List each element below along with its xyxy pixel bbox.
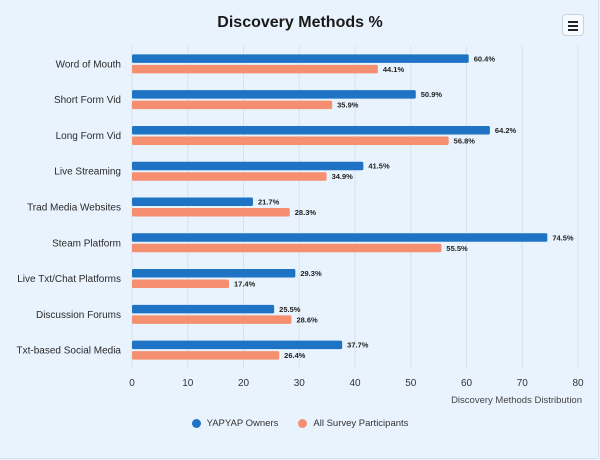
category-label: Steam Platform — [52, 238, 121, 249]
x-tick-label: 60 — [461, 378, 473, 389]
category-label: Short Form Vid — [54, 95, 121, 106]
data-label-series-0: 64.2% — [495, 126, 517, 135]
bar-series-1 — [132, 208, 290, 217]
bar-series-1 — [132, 172, 327, 181]
legend-label-series-1: All Survey Participants — [313, 418, 409, 429]
bar-series-0 — [132, 90, 416, 99]
data-label-series-1: 28.3% — [295, 208, 317, 217]
x-tick-label: 70 — [517, 378, 529, 389]
x-tick-label: 10 — [182, 378, 194, 389]
data-label-series-1: 34.9% — [332, 172, 354, 181]
x-tick-label: 20 — [238, 378, 250, 389]
data-label-series-1: 17.4% — [234, 280, 256, 289]
bar-series-1 — [132, 279, 230, 289]
data-label-series-0: 74.5% — [552, 233, 574, 242]
legend-marker-series-1 — [298, 419, 308, 428]
bar-series-1 — [132, 315, 292, 324]
data-label-series-1: 26.4% — [284, 351, 306, 360]
data-label-series-1: 28.6% — [296, 315, 318, 324]
bar-series-1 — [132, 100, 333, 110]
data-label-series-0: 60.4% — [474, 54, 496, 63]
chart-title: Discovery Methods % — [217, 14, 383, 31]
bar-series-1 — [132, 136, 449, 145]
x-axis-title: Discovery Methods Distribution — [451, 395, 582, 406]
data-label-series-0: 50.9% — [421, 90, 443, 99]
category-label: Word of Mouth — [56, 59, 121, 70]
bar-series-0 — [132, 269, 296, 278]
bar-series-0 — [132, 54, 469, 63]
hamburger-menu-icon[interactable] — [562, 14, 584, 36]
data-label-series-1: 56.8% — [454, 136, 476, 145]
data-label-series-1: 35.9% — [337, 101, 359, 110]
legend-item-all-survey-participants[interactable]: All Survey Participants — [298, 418, 408, 429]
bar-series-1 — [132, 64, 378, 74]
legend-label-series-0: YAPYAP Owners — [206, 418, 279, 429]
data-label-series-0: 29.3% — [300, 269, 322, 278]
data-label-series-0: 25.5% — [279, 305, 301, 314]
legend: YAPYAP Owners All Survey Participants — [0, 418, 600, 429]
data-label-series-0: 37.7% — [347, 341, 369, 350]
x-tick-label: 80 — [572, 378, 584, 389]
legend-marker-series-0 — [191, 419, 201, 428]
legend-item-yapyap-owners[interactable]: YAPYAP Owners — [191, 418, 279, 429]
category-label: Live Txt/Chat Platforms — [17, 274, 121, 285]
bar-series-0 — [132, 197, 253, 206]
data-label-series-1: 55.5% — [446, 244, 468, 253]
category-label: Txt-based Social Media — [17, 346, 122, 357]
bar-series-0 — [132, 304, 275, 314]
bar-series-0 — [132, 233, 548, 242]
data-label-series-0: 41.5% — [368, 162, 390, 171]
bar-series-0 — [132, 125, 490, 135]
data-label-series-0: 21.7% — [258, 198, 280, 207]
category-label: Trad Media Websites — [27, 203, 121, 214]
x-tick-label: 50 — [405, 378, 417, 389]
x-tick-label: 30 — [294, 378, 306, 389]
x-tick-label: 0 — [129, 378, 135, 389]
bar-series-1 — [132, 351, 280, 360]
bar-series-0 — [132, 340, 343, 350]
bar-chart: 0 10 20 30 40 50 60 70 80 Discovery Methods Distr… — [17, 46, 584, 406]
bar-series-0 — [132, 161, 364, 171]
category-label: Discussion Forums — [36, 310, 121, 321]
category-label: Live Streaming — [54, 167, 121, 178]
data-label-series-1: 44.1% — [383, 65, 405, 74]
category-label: Long Form Vid — [56, 131, 121, 142]
x-tick-label: 40 — [349, 378, 361, 389]
bar-series-1 — [132, 243, 442, 253]
